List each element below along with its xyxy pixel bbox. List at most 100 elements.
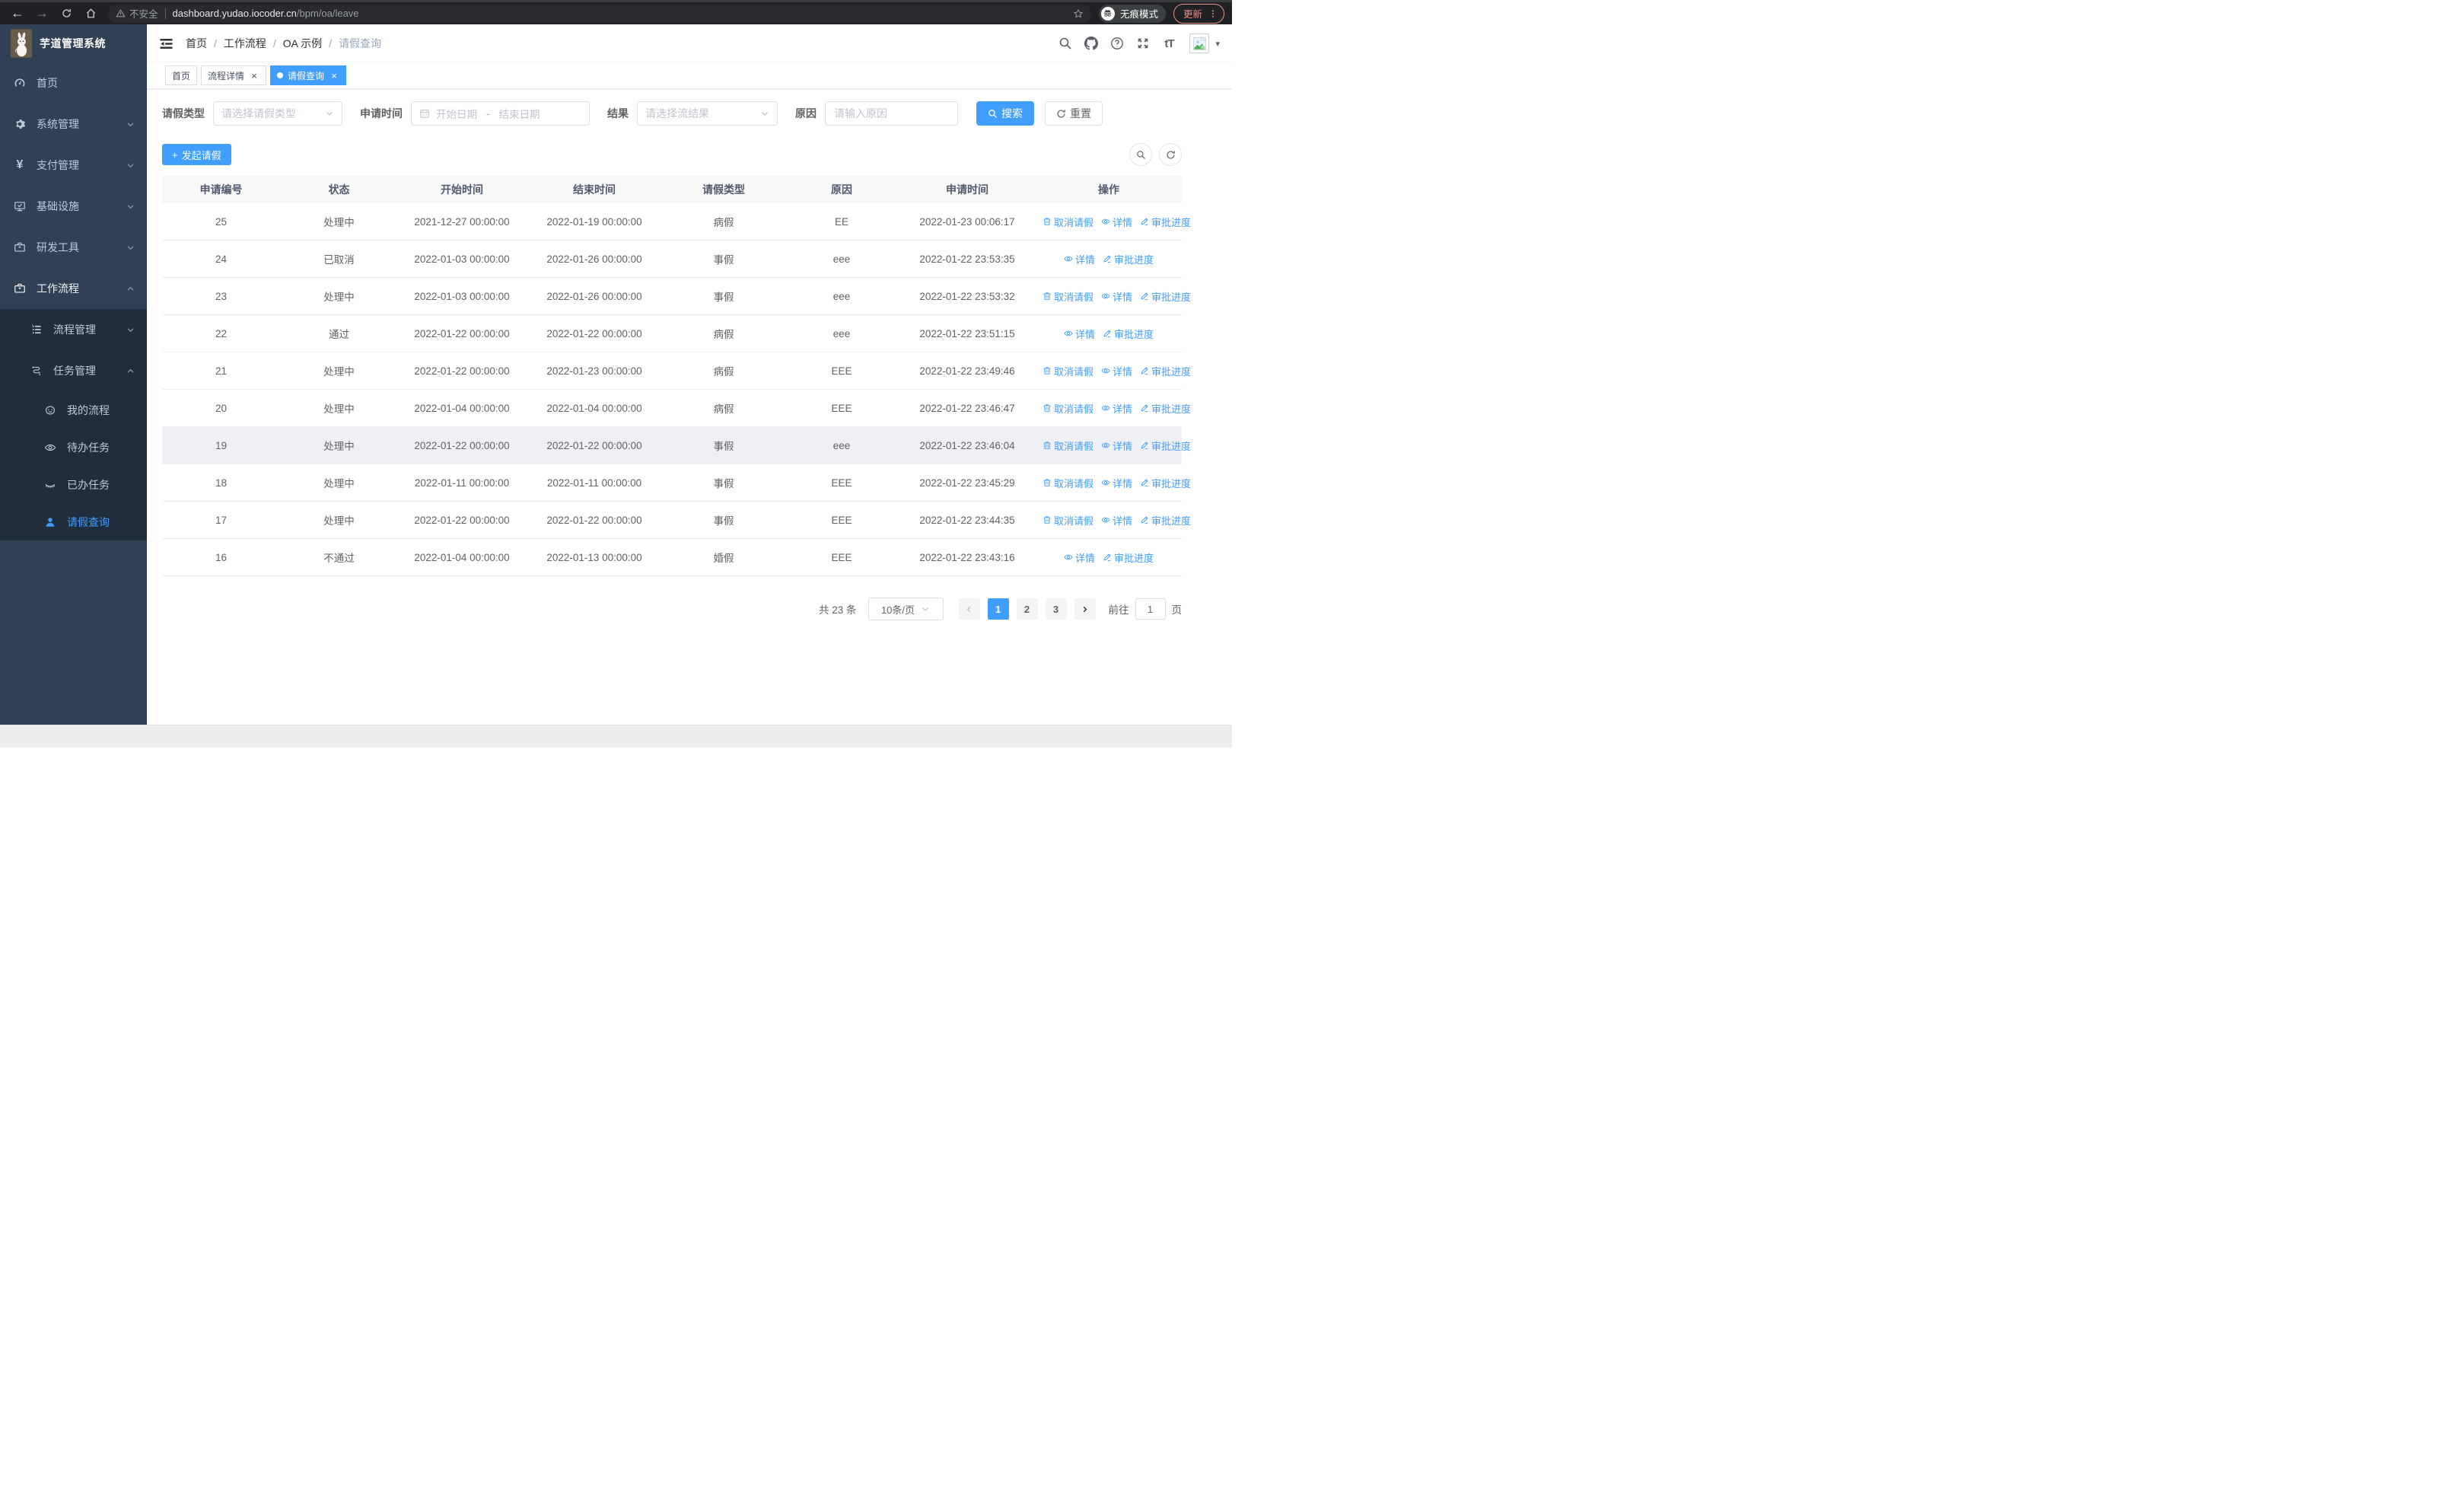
progress-link[interactable]: 审批进度 (1140, 438, 1191, 453)
detail-link[interactable]: 详情 (1101, 476, 1132, 490)
app-window: 芋道管理系统 首页 系统管理 ¥ 支付管理 基础设施 研发工具 工作流程 流程管理 任务管理 我的… (0, 24, 1232, 725)
cancel-link[interactable]: 取消请假 (1043, 215, 1094, 229)
avatar[interactable] (1189, 33, 1210, 53)
progress-link[interactable]: 审批进度 (1103, 550, 1154, 565)
tag-首页[interactable]: 首页 (165, 65, 198, 85)
date-end-placeholder: 结束日期 (498, 109, 540, 120)
page-button-1[interactable]: 1 (987, 598, 1009, 620)
tag-请假查询[interactable]: 请假查询 × (270, 65, 347, 85)
sidebar-item-流程管理[interactable]: 流程管理 (0, 309, 147, 350)
edit-icon (1103, 329, 1112, 338)
progress-link[interactable]: 审批进度 (1140, 401, 1191, 416)
close-icon[interactable]: × (251, 69, 257, 81)
table-row: 17 处理中 2022-01-22 00:00:00 2022-01-22 00:00… (162, 501, 1191, 539)
delete-icon (1043, 366, 1052, 375)
chevron-down-icon[interactable]: ▾ (1215, 39, 1220, 49)
search-icon[interactable] (1052, 30, 1078, 56)
logo-row[interactable]: 芋道管理系统 (0, 24, 147, 62)
sidebar-item-支付管理[interactable]: ¥ 支付管理 (0, 145, 147, 186)
cancel-link[interactable]: 取消请假 (1043, 364, 1094, 378)
leave-type-select[interactable]: 请选择请假类型 (213, 101, 342, 126)
sidebar-item-待办任务[interactable]: 待办任务 (0, 429, 147, 466)
next-page-button[interactable] (1074, 598, 1096, 620)
security-warning-icon[interactable] (116, 8, 126, 18)
browser-forward-icon[interactable]: → (35, 5, 49, 21)
fullscreen-icon[interactable] (1130, 30, 1156, 56)
detail-link[interactable]: 详情 (1101, 364, 1132, 378)
close-icon[interactable]: × (331, 69, 337, 81)
filter-form: 请假类型 请选择请假类型 申请时间 开始日期 (162, 101, 1182, 126)
cancel-link[interactable]: 取消请假 (1043, 289, 1094, 304)
prev-page-button[interactable] (958, 598, 980, 620)
page-button-3[interactable]: 3 (1045, 598, 1067, 620)
detail-link[interactable]: 详情 (1064, 252, 1095, 266)
sidebar-item-系统管理[interactable]: 系统管理 (0, 104, 147, 145)
github-icon[interactable] (1078, 30, 1104, 56)
cancel-link[interactable]: 取消请假 (1043, 438, 1094, 453)
sidebar-item-首页[interactable]: 首页 (0, 62, 147, 104)
reset-button[interactable]: 重置 (1045, 101, 1103, 126)
browser-home-icon[interactable] (81, 4, 100, 24)
cell-actions: 取消请假 详情 审批进度 (1036, 426, 1191, 464)
detail-link[interactable]: 详情 (1101, 438, 1132, 453)
detail-link[interactable]: 详情 (1101, 513, 1132, 528)
sidebar-item-label: 待办任务 (67, 441, 110, 454)
search-button[interactable]: 搜索 (976, 101, 1034, 126)
page-button-2[interactable]: 2 (1016, 598, 1038, 620)
cell-actions: 取消请假 详情 审批进度 (1036, 389, 1191, 427)
breadcrumb-item[interactable]: 首页 (186, 37, 207, 49)
browser-back-icon[interactable]: ← (11, 5, 24, 21)
detail-link[interactable]: 详情 (1101, 289, 1132, 304)
breadcrumb-item[interactable]: OA 示例 (282, 37, 323, 49)
progress-link[interactable]: 审批进度 (1140, 513, 1191, 528)
progress-link[interactable]: 审批进度 (1140, 364, 1191, 378)
progress-link[interactable]: 审批进度 (1140, 215, 1191, 229)
detail-link[interactable]: 详情 (1064, 327, 1095, 341)
sidebar-item-我的流程[interactable]: 我的流程 (0, 391, 147, 429)
progress-link[interactable]: 审批进度 (1103, 252, 1154, 266)
detail-link[interactable]: 详情 (1101, 401, 1132, 416)
sidebar-item-研发工具[interactable]: 研发工具 (0, 227, 147, 268)
chevron-down-icon (921, 604, 930, 614)
result-select[interactable]: 请选择流结果 (637, 101, 778, 126)
action-label: 取消请假 (1054, 477, 1094, 489)
sidebar-collapse-icon[interactable] (159, 37, 173, 51)
browser-menu-dots-icon[interactable] (1208, 9, 1218, 18)
help-icon[interactable] (1104, 30, 1130, 56)
tag-流程详情[interactable]: 流程详情 × (201, 65, 267, 85)
progress-link[interactable]: 审批进度 (1140, 289, 1191, 304)
apply-time-range-picker[interactable]: 开始日期 - 结束日期 (411, 101, 590, 126)
detail-link[interactable]: 详情 (1064, 550, 1095, 565)
bookmark-star-icon[interactable] (1073, 8, 1084, 19)
toggle-search-button[interactable] (1129, 143, 1152, 166)
detail-link[interactable]: 详情 (1101, 215, 1132, 229)
progress-link[interactable]: 审批进度 (1103, 327, 1154, 341)
sidebar-item-基础设施[interactable]: 基础设施 (0, 186, 147, 227)
chevron-down-icon (760, 109, 769, 118)
goto-label: 前往 (1108, 604, 1129, 616)
browser-update-menu[interactable]: 更新 (1173, 3, 1224, 24)
cancel-link[interactable]: 取消请假 (1043, 476, 1094, 490)
cancel-link[interactable]: 取消请假 (1043, 513, 1094, 528)
refresh-table-button[interactable] (1159, 143, 1182, 166)
browser-reload-icon[interactable] (56, 4, 76, 24)
cancel-link[interactable]: 取消请假 (1043, 401, 1094, 416)
page-size-select[interactable]: 10条/页 (867, 598, 944, 620)
cell-status: 处理中 (280, 426, 398, 464)
action-label: 取消请假 (1054, 291, 1094, 303)
reason-input[interactable] (825, 101, 958, 126)
create-leave-button[interactable]: + 发起请假 (162, 144, 231, 165)
cell-reason: eee (785, 240, 899, 278)
breadcrumb-item[interactable]: 工作流程 (223, 37, 266, 49)
goto-page-input[interactable] (1135, 598, 1166, 620)
action-label: 详情 (1113, 291, 1133, 303)
cell-actions: 详情 审批进度 (1036, 314, 1182, 352)
cell-apply_time: 2022-01-22 23:51:15 (899, 314, 1036, 352)
sidebar-item-已办任务[interactable]: 已办任务 (0, 466, 147, 503)
font-size-icon[interactable]: tT (1164, 37, 1174, 50)
sidebar-item-工作流程[interactable]: 工作流程 (0, 268, 147, 309)
progress-link[interactable]: 审批进度 (1140, 476, 1191, 490)
sidebar-item-任务管理[interactable]: 任务管理 (0, 350, 147, 391)
sidebar-item-请假查询[interactable]: 请假查询 (0, 503, 147, 540)
address-bar[interactable]: 不安全 dashboard.yudao.iocoder.cn /bpm/oa/l… (108, 4, 1091, 23)
